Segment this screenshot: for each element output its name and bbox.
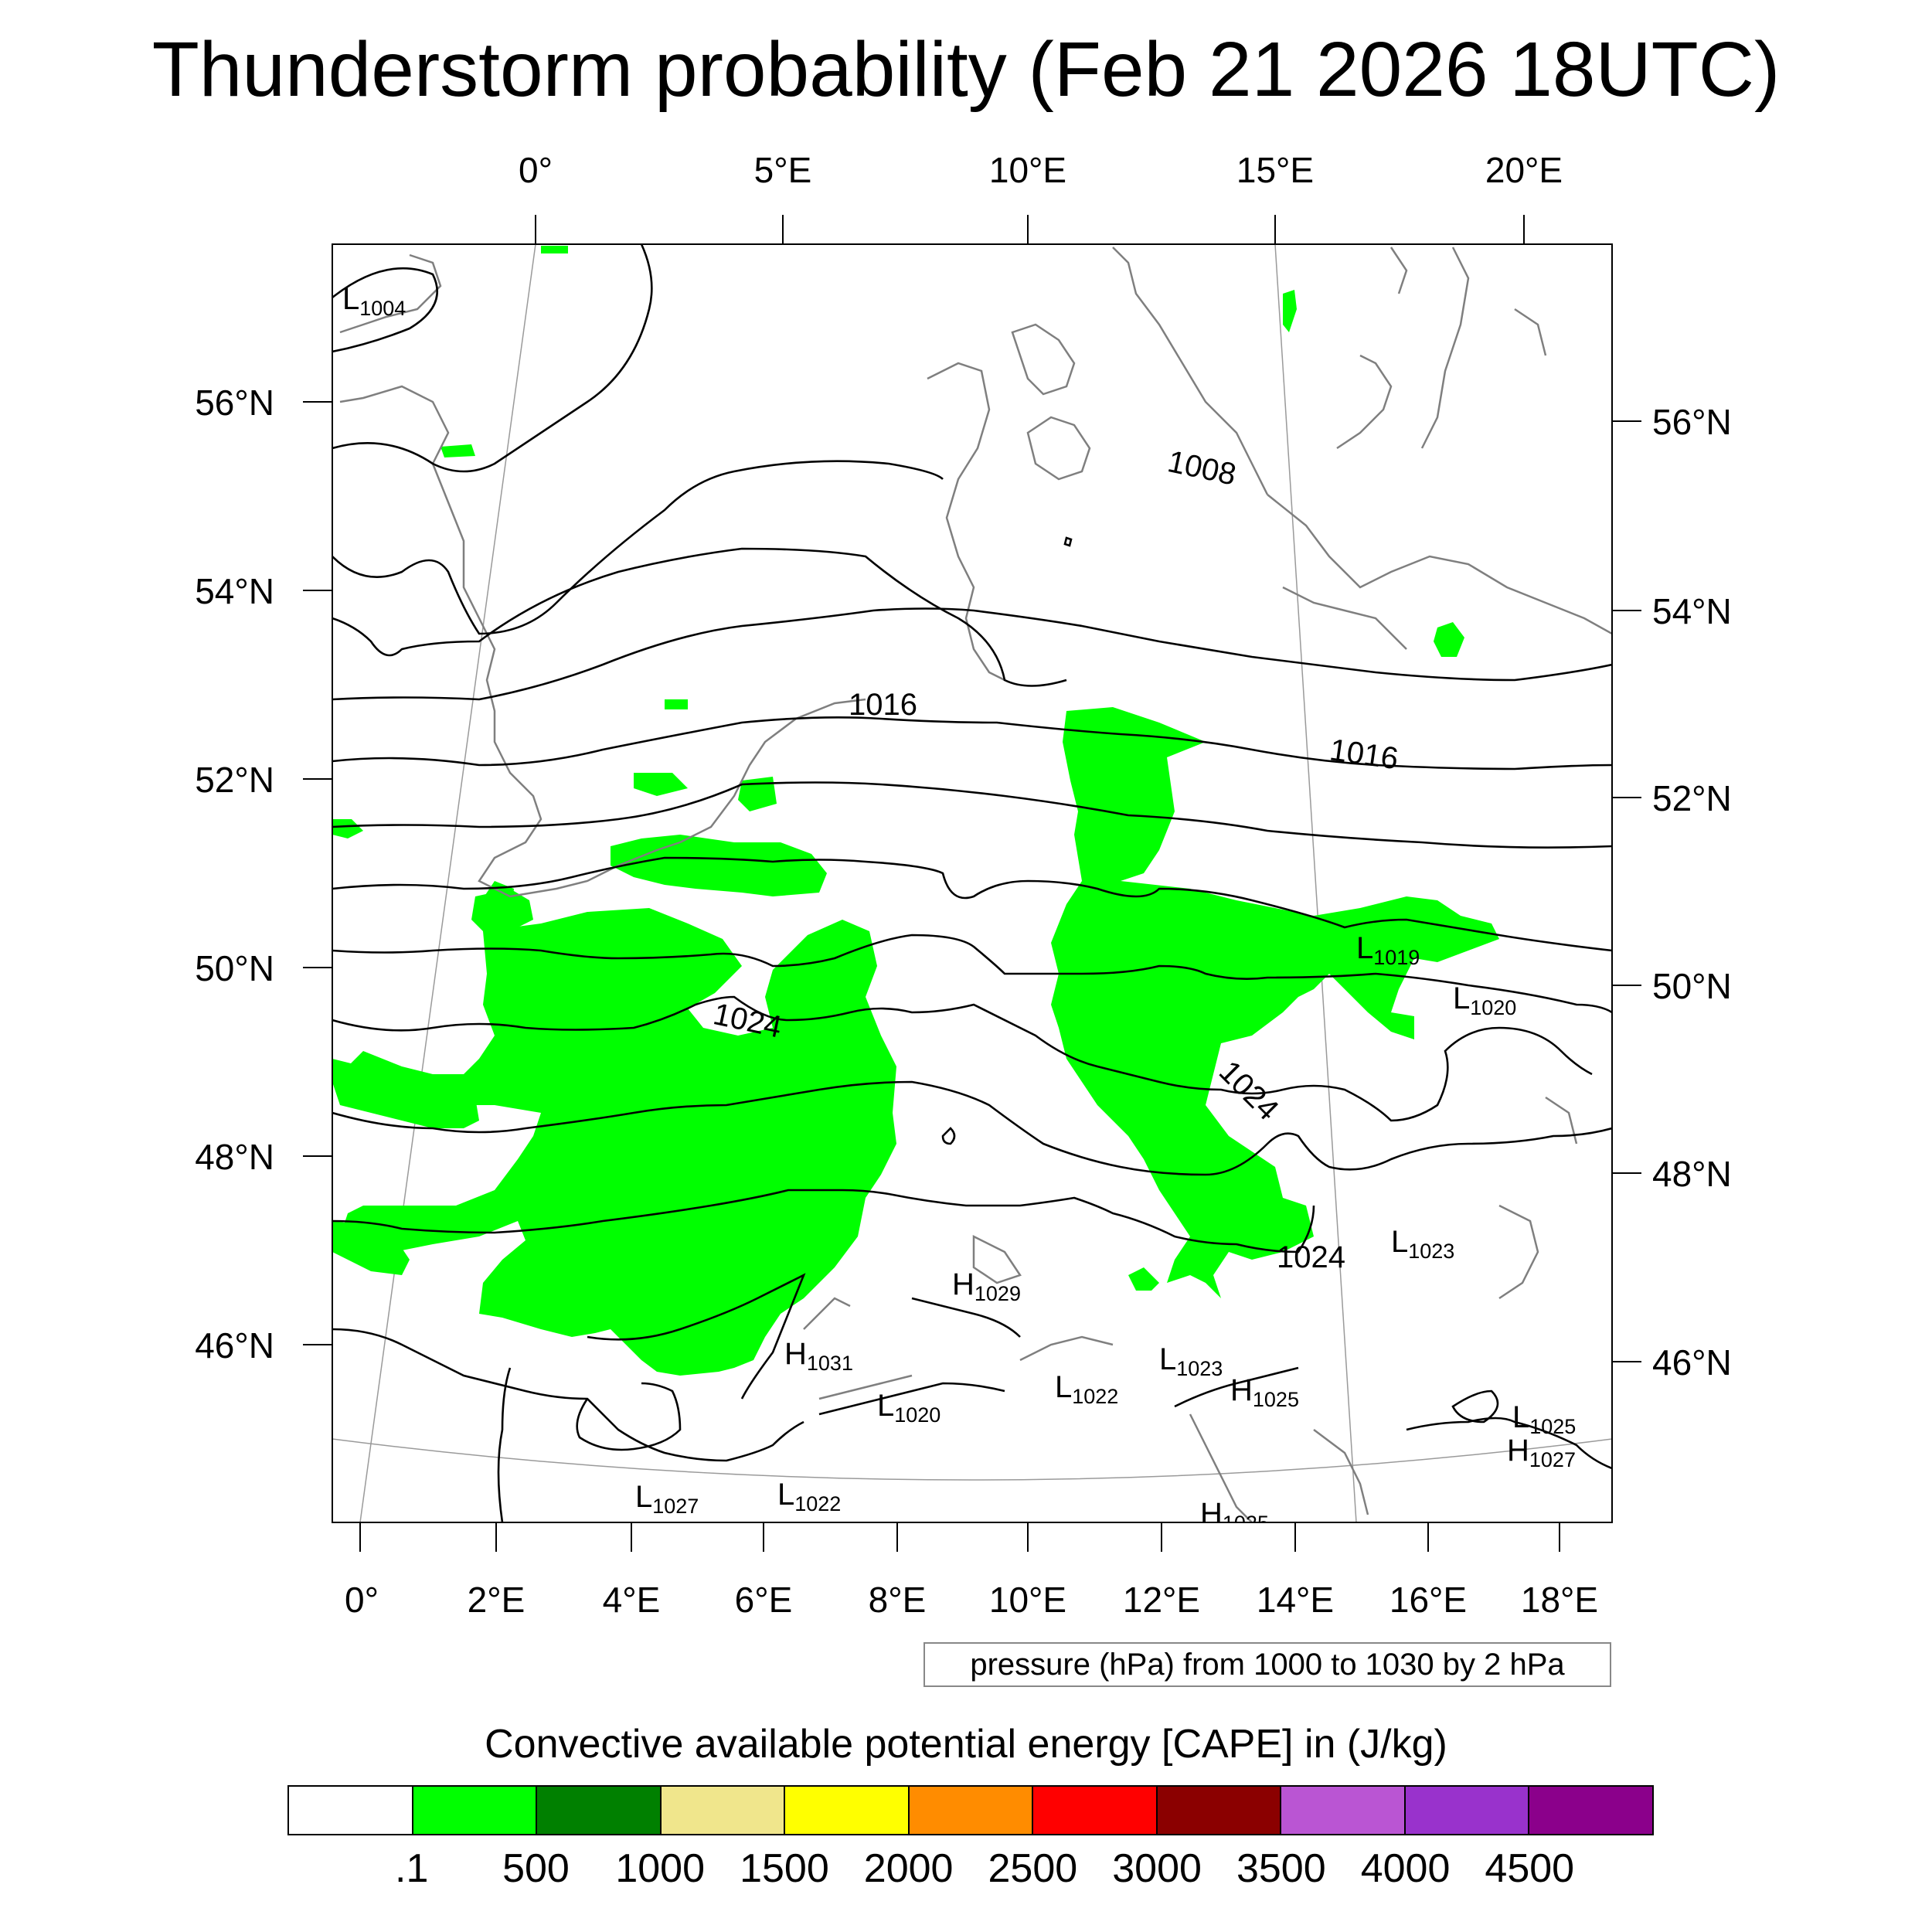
colorbar-label: 2500 [988, 1846, 1078, 1891]
left-lat-label: 48°N [195, 1137, 274, 1177]
pressure-center: L1020 [877, 1389, 940, 1427]
pressure-center: H1029 [952, 1267, 1021, 1305]
colorbar-swatch [661, 1787, 786, 1834]
axis-ticks [303, 215, 1641, 1552]
graticule [332, 244, 1612, 1522]
left-lat-label: 56°N [195, 383, 274, 423]
colorbar-label: 1500 [740, 1846, 829, 1891]
top-lon-label: 20°E [1485, 150, 1563, 190]
bottom-lon-labels: 0° 2°E 4°E 6°E 8°E 10°E 12°E 14°E 16°E 1… [345, 1580, 1598, 1620]
pressure-center: H1027 [1507, 1434, 1576, 1471]
colorbar-swatch [909, 1787, 1034, 1834]
bottom-lon-label: 0° [345, 1580, 379, 1620]
colorbar-swatch [289, 1787, 413, 1834]
colorbar-label: 3500 [1236, 1846, 1326, 1891]
right-lat-label: 46°N [1652, 1342, 1732, 1383]
colorbar-label: 1000 [615, 1846, 706, 1891]
left-lat-labels: 56°N 54°N 52°N 50°N 48°N 46°N [195, 383, 274, 1366]
colorbar-label: 2000 [863, 1846, 954, 1891]
coastlines [339, 247, 1612, 1522]
colorbar-label: .1 [395, 1846, 429, 1891]
page-title: Thunderstorm probability (Feb 21 2026 18… [151, 26, 1781, 113]
colorbar-label: 4000 [1360, 1846, 1451, 1891]
top-lon-label: 0° [519, 150, 553, 190]
pressure-center: L1022 [777, 1478, 841, 1515]
bottom-lon-label: 16°E [1389, 1580, 1467, 1620]
right-lat-label: 56°N [1652, 402, 1732, 442]
bottom-lon-label: 12°E [1123, 1580, 1200, 1620]
left-lat-label: 46°N [195, 1325, 274, 1366]
plot-frame [332, 243, 1613, 1523]
bottom-lon-label: 10°E [989, 1580, 1066, 1620]
isobars [332, 244, 1612, 1522]
pressure-center: L1022 [1055, 1370, 1118, 1408]
bottom-lon-label: 18°E [1521, 1580, 1598, 1620]
isobar-label: 1024 [1277, 1240, 1345, 1274]
colorbar-label: 4500 [1485, 1846, 1575, 1891]
pressure-center: L1023 [1159, 1342, 1223, 1380]
pressure-center: L1004 [342, 282, 406, 320]
colorbar-swatch [1157, 1787, 1282, 1834]
isobar-label: 1016 [1328, 733, 1400, 776]
colorbar-swatch [1529, 1787, 1653, 1834]
pressure-center: H1025 [1230, 1373, 1299, 1411]
right-lat-labels: 56°N 54°N 52°N 50°N 48°N 46°N [1652, 402, 1732, 1383]
cape-colorbar [287, 1785, 1654, 1835]
top-lon-label: 15°E [1236, 150, 1314, 190]
colorbar-swatch [537, 1787, 662, 1834]
bottom-lon-label: 14°E [1257, 1580, 1334, 1620]
pressure-centers: L1004 L1019 L1020 L1023 H1029 H1031 L102… [342, 282, 1576, 1535]
pressure-center: L1023 [1391, 1225, 1454, 1263]
pressure-center: L1020 [1453, 981, 1516, 1019]
colorbar-swatch [785, 1787, 910, 1834]
colorbar-label: 500 [502, 1846, 570, 1891]
pressure-center: L1019 [1356, 931, 1420, 969]
top-lon-label: 10°E [989, 150, 1066, 190]
pressure-center: L1027 [635, 1480, 699, 1518]
left-lat-label: 50°N [195, 948, 274, 988]
right-lat-label: 52°N [1652, 778, 1732, 818]
left-lat-label: 52°N [195, 760, 274, 800]
bottom-lon-label: 6°E [735, 1580, 793, 1620]
isobar-label: 1016 [849, 688, 917, 722]
right-lat-label: 48°N [1652, 1154, 1732, 1194]
bottom-lon-label: 2°E [468, 1580, 526, 1620]
left-lat-label: 54°N [195, 571, 274, 611]
colorbar-swatch [1405, 1787, 1530, 1834]
legend-title: Convective available potential energy [C… [485, 1722, 1447, 1767]
isobar-label: 1008 [1165, 444, 1239, 492]
pressure-center: L1025 [1512, 1400, 1576, 1438]
pressure-center: H1025 [1200, 1497, 1269, 1535]
pressure-contour-note: pressure (hPa) from 1000 to 1030 by 2 hP… [923, 1642, 1611, 1687]
top-lon-label: 5°E [754, 150, 812, 190]
colorbar-swatch [1033, 1787, 1158, 1834]
colorbar-swatch [1281, 1787, 1406, 1834]
bottom-lon-label: 8°E [869, 1580, 927, 1620]
pressure-center: H1031 [784, 1337, 853, 1375]
cape-colorbar-labels: .1 500 1000 1500 2000 2500 3000 3500 4000 4500 [0, 1845, 1932, 1892]
colorbar-swatch [413, 1787, 538, 1834]
top-lon-labels: 0° 5°E 10°E 15°E 20°E [519, 150, 1563, 190]
right-lat-label: 54°N [1652, 591, 1732, 631]
right-lat-label: 50°N [1652, 966, 1732, 1006]
cape-fill-areas [332, 246, 1499, 1376]
bottom-lon-label: 4°E [603, 1580, 661, 1620]
colorbar-label: 3000 [1112, 1846, 1202, 1891]
